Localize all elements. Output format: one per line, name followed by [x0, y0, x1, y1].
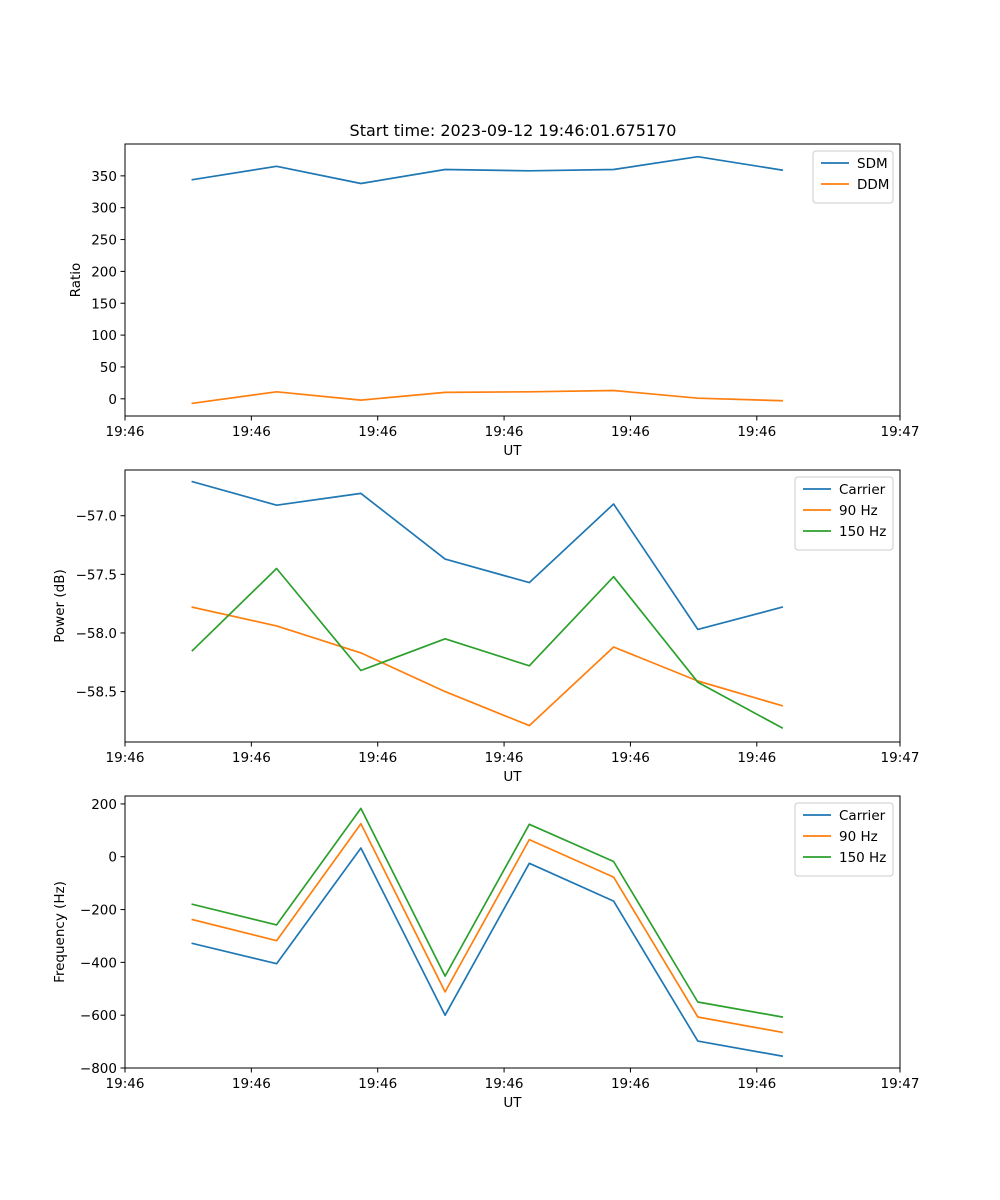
frequency-x-tick-label: 19:47: [881, 1076, 920, 1092]
power-y-tick-label: −58.0: [76, 626, 117, 642]
ratio-legend-label: DDM: [857, 177, 889, 193]
power-x-tick-label: 19:46: [737, 750, 776, 766]
frequency-legend-label: 90 Hz: [839, 829, 878, 845]
frequency-axes-frame: [124, 795, 901, 1069]
power-x-tick-label: 19:46: [611, 750, 650, 766]
power-axes-frame: [124, 469, 901, 743]
ratio-y-axis-label: Ratio: [68, 263, 84, 298]
frequency-series-line-carrier: [191, 847, 784, 1058]
power-legend-label: Carrier: [839, 482, 886, 498]
power-x-tick-label: 19:46: [485, 750, 524, 766]
ratio-x-tick-label: 19:46: [611, 424, 650, 440]
ratio-x-tick-label: 19:46: [358, 424, 397, 440]
power-legend-label: 150 Hz: [839, 524, 886, 540]
ratio-y-tick-label: 150: [91, 296, 117, 312]
power-y-tick-label: −57.0: [76, 509, 117, 525]
ratio-y-tick-label: 50: [100, 360, 117, 376]
ratio-y-tick-label: 300: [91, 201, 117, 217]
power-series-line-carrier: [191, 480, 784, 631]
ratio-y-tick-label: 0: [108, 392, 117, 408]
ratio-panel: 19:46 19:46 19:46 19:46 19:46 19:46 19:47 0 50 10…: [68, 143, 920, 459]
ratio-series-line-sdm: [191, 155, 784, 185]
frequency-y-tick-label: −200: [80, 903, 117, 919]
ratio-y-tick-label: 200: [91, 264, 117, 280]
frequency-x-axis-label: UT: [503, 1095, 522, 1111]
power-series-line-90-hz: [191, 606, 784, 727]
power-y-tick-label: −57.5: [76, 567, 117, 583]
power-y-tick-label: −58.5: [76, 685, 117, 701]
frequency-series-line-150-hz: [191, 807, 784, 1018]
frequency-y-tick-label: −600: [80, 1008, 117, 1024]
power-x-axis-label: UT: [503, 769, 522, 785]
ratio-y-tick-label: 350: [91, 169, 117, 185]
ratio-y-tick-label: 100: [91, 328, 117, 344]
ratio-x-tick-label: 19:46: [232, 424, 271, 440]
ratio-x-tick-label: 19:46: [106, 424, 145, 440]
power-y-axis-label: Power (dB): [52, 569, 68, 642]
power-x-tick-label: 19:46: [358, 750, 397, 766]
frequency-panel: 19:46 19:46 19:46 19:46 19:46 19:46 19:47 −800 −…: [52, 795, 920, 1111]
frequency-y-tick-label: 200: [91, 797, 117, 813]
ratio-axes-frame: [124, 143, 901, 417]
power-panel: 19:46 19:46 19:46 19:46 19:46 19:46 19:47 −58.5…: [52, 469, 920, 785]
frequency-y-tick-label: 0: [108, 850, 117, 866]
ratio-series-line-ddm: [191, 389, 783, 405]
frequency-x-tick-label: 19:46: [611, 1076, 650, 1092]
ratio-x-tick-label: 19:47: [881, 424, 920, 440]
frequency-y-tick-label: −400: [80, 955, 117, 971]
frequency-y-axis-label: Frequency (Hz): [52, 881, 68, 983]
frequency-x-tick-label: 19:46: [737, 1076, 776, 1092]
ratio-y-tick-label: 250: [91, 233, 117, 249]
frequency-legend-label: Carrier: [839, 808, 886, 824]
ratio-legend: [812, 150, 894, 204]
frequency-y-tick-label: −800: [80, 1061, 117, 1077]
frequency-x-tick-label: 19:46: [358, 1076, 397, 1092]
frequency-x-tick-label: 19:46: [232, 1076, 271, 1092]
power-series-line-150-hz: [191, 567, 784, 730]
ratio-x-tick-label: 19:46: [737, 424, 776, 440]
ratio-legend-label: SDM: [857, 156, 888, 172]
power-x-tick-label: 19:46: [232, 750, 271, 766]
chart-title: Start time: 2023-09-12 19:46:01.675170: [350, 121, 677, 140]
power-x-tick-label: 19:46: [106, 750, 145, 766]
power-x-tick-label: 19:47: [881, 750, 920, 766]
ratio-x-tick-label: 19:46: [485, 424, 524, 440]
frequency-x-tick-label: 19:46: [106, 1076, 145, 1092]
frequency-series-line-90-hz: [191, 822, 784, 1034]
power-legend-label: 90 Hz: [839, 503, 878, 519]
frequency-legend-label: 150 Hz: [839, 850, 886, 866]
frequency-x-tick-label: 19:46: [485, 1076, 524, 1092]
ratio-x-axis-label: UT: [503, 443, 522, 459]
